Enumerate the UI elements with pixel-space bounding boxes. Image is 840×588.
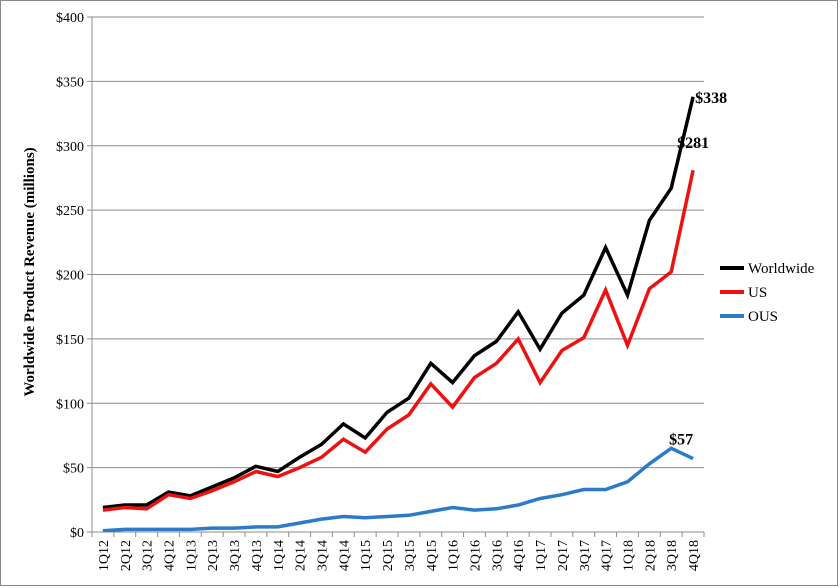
x-tick-label: 4Q16 [512,540,527,571]
y-tick-label: $100 [56,397,84,412]
y-tick-label: $300 [56,140,84,155]
y-tick-label: $250 [56,204,84,219]
series-line-worldwide [102,96,695,510]
x-tick-label: 1Q16 [447,540,462,571]
x-tick-label: 4Q17 [600,540,615,571]
x-tick-label: 2Q16 [469,540,484,571]
x-tick-label: 3Q14 [316,540,331,571]
end-label-us: $281 [677,135,709,152]
x-tick-label: 1Q17 [534,540,549,571]
y-tick-label: $150 [56,333,84,348]
x-tick-label: 2Q12 [119,540,134,571]
y-tick-label: $0 [70,526,84,541]
y-tick-label: $400 [56,11,84,26]
x-tick-labels: 1Q12 2Q12 3Q12 4Q12 1Q13 2Q13 3Q13 4Q13 1Q14 2Q14… [97,540,702,571]
legend-label-worldwide: Worldwide [748,261,815,277]
legend-label-ous: OUS [748,309,778,325]
end-label-ous: $57 [669,432,693,449]
y-tick-label: $350 [56,75,84,90]
series-line-ous [102,446,694,533]
y-tick-label: $200 [56,269,84,284]
x-tick-label: 3Q16 [490,540,505,571]
x-tick-label: 1Q18 [622,540,637,571]
x-tick-label: 2Q15 [381,540,396,571]
x-tick-label: 4Q18 [687,540,702,571]
gridlines [87,16,704,533]
x-tick-label: 3Q13 [228,540,243,571]
x-tick-label: 2Q14 [294,540,309,571]
x-tick-label: 2Q17 [556,540,571,571]
y-tick-labels: $0 $50 $100 $150 $200 $250 $300 $350 $400 [56,11,84,541]
axes [91,17,705,537]
x-tick-label: 3Q18 [665,540,680,571]
x-tick-label: 3Q12 [141,540,156,571]
legend-label-us: US [748,285,767,301]
x-tick-label: 1Q14 [272,540,287,571]
end-value-labels: $338 $281 $57 [669,90,727,449]
x-tick-label: 2Q13 [206,540,221,571]
x-tick-label: 4Q12 [163,540,178,571]
y-tick-label: $50 [63,462,84,477]
x-tick-label: 3Q17 [578,540,593,571]
x-tick-label: 4Q14 [337,540,352,571]
x-tick-label: 1Q12 [97,540,112,571]
x-tick-label: 4Q15 [425,540,440,571]
x-tick-label: 3Q15 [403,540,418,571]
series-lines [102,96,695,533]
y-axis-label: Worldwide Product Revenue (millions) [22,147,38,396]
series-line-us [102,169,695,512]
x-tick-label: 1Q15 [359,540,374,571]
x-tick-label: 2Q18 [643,540,658,571]
x-tick-label: 1Q13 [184,540,199,571]
x-tick-label: 4Q13 [250,540,265,571]
legend: Worldwide US OUS [720,261,815,325]
end-label-worldwide: $338 [695,90,727,107]
